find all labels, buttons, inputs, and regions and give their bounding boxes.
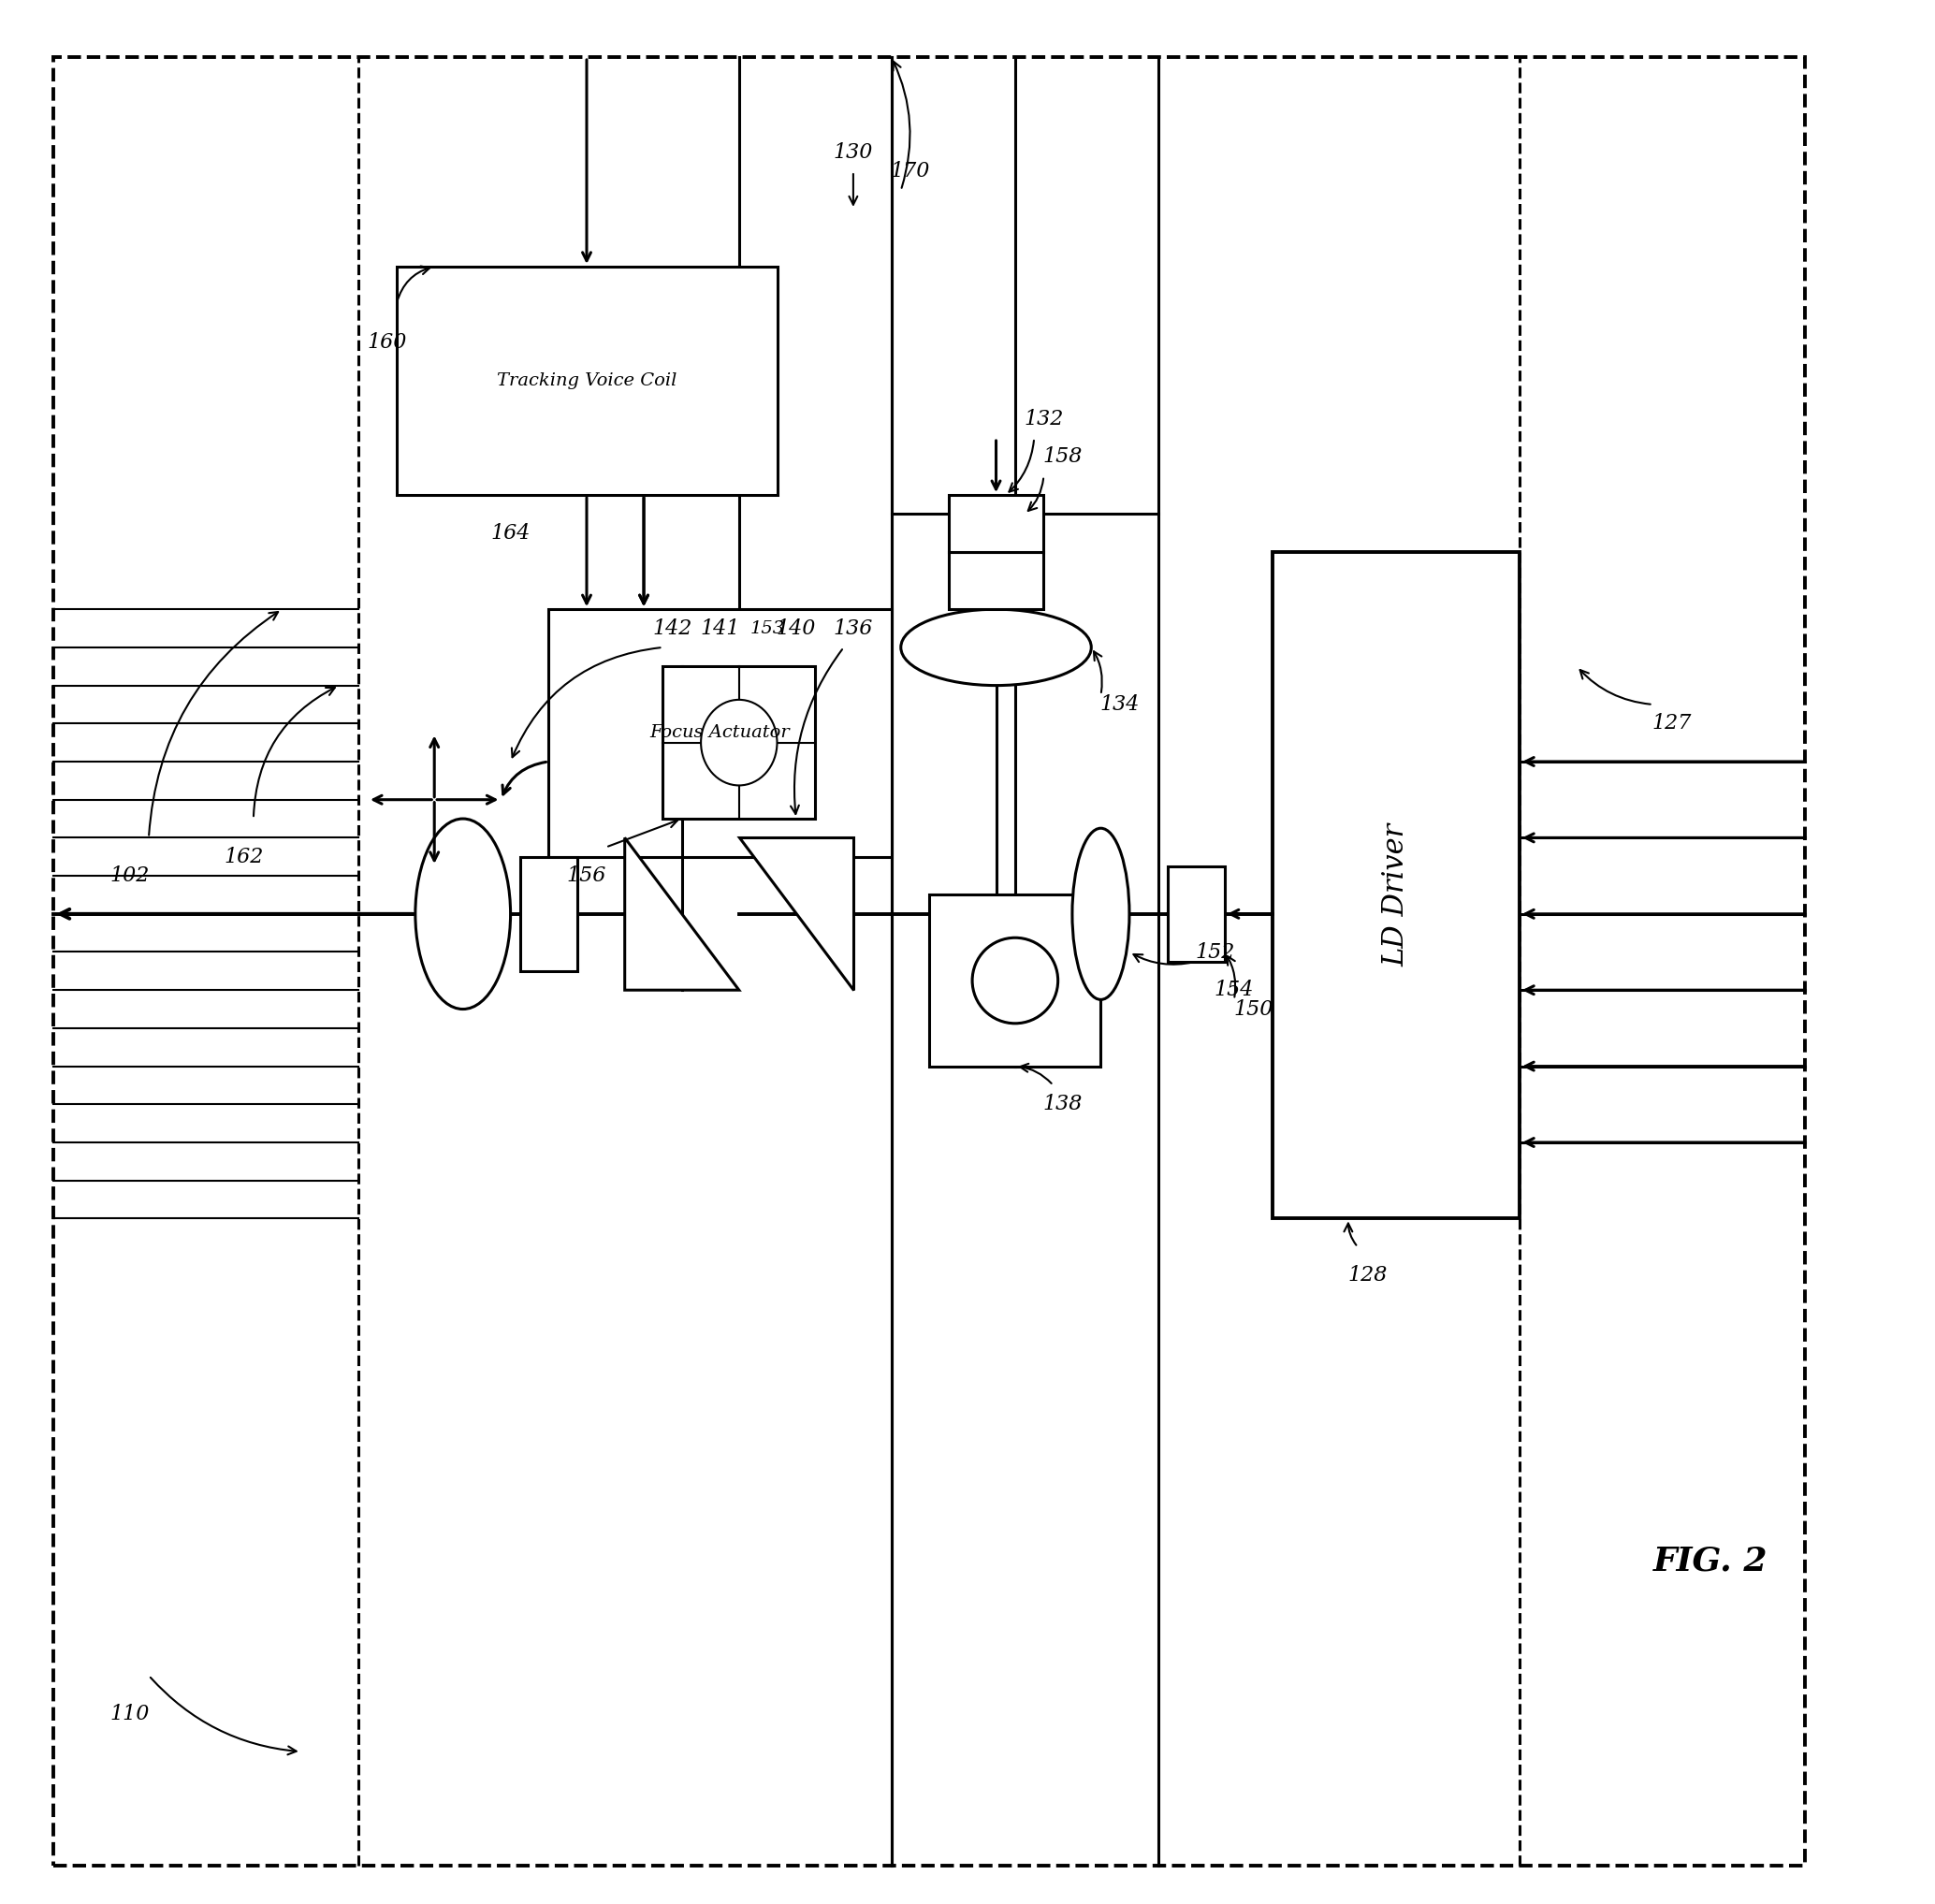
Text: 110: 110 [110, 1704, 149, 1723]
Ellipse shape [700, 699, 778, 784]
Bar [664, 666, 815, 819]
FancyArrowPatch shape [511, 647, 660, 758]
FancyArrowPatch shape [1581, 670, 1651, 704]
Text: 138: 138 [1043, 1095, 1082, 1114]
FancyArrowPatch shape [1345, 1224, 1356, 1245]
Bar [929, 895, 1101, 1066]
Bar [1167, 866, 1225, 962]
FancyArrowPatch shape [1020, 1064, 1051, 1083]
Text: 142: 142 [652, 619, 693, 638]
Text: Focus Actuator: Focus Actuator [650, 725, 789, 741]
FancyArrowPatch shape [791, 649, 842, 815]
Text: LD Driver: LD Driver [1382, 823, 1411, 967]
Text: 158: 158 [1043, 447, 1082, 466]
FancyArrowPatch shape [503, 762, 546, 794]
Bar [948, 495, 1043, 552]
Ellipse shape [416, 819, 511, 1009]
FancyArrowPatch shape [1027, 478, 1043, 510]
Bar [948, 552, 1043, 609]
FancyArrowPatch shape [1227, 956, 1235, 998]
Text: 127: 127 [1652, 714, 1691, 733]
FancyArrowPatch shape [1093, 651, 1103, 693]
Text: 156: 156 [567, 866, 606, 885]
Bar [521, 857, 577, 971]
Text: 132: 132 [1024, 409, 1064, 428]
Text: 170: 170 [890, 162, 931, 181]
FancyArrowPatch shape [151, 1677, 296, 1755]
Text: Tracking Voice Coil: Tracking Voice Coil [497, 373, 677, 388]
FancyArrowPatch shape [849, 173, 857, 204]
Text: 150: 150 [1233, 1000, 1273, 1019]
FancyArrowPatch shape [397, 267, 430, 303]
FancyArrowPatch shape [149, 611, 279, 836]
Text: 130: 130 [834, 143, 873, 162]
Text: 160: 160 [368, 333, 406, 352]
Bar [1271, 552, 1519, 1219]
Text: 102: 102 [110, 866, 149, 885]
FancyArrowPatch shape [894, 61, 909, 188]
Text: 152: 152 [1196, 942, 1235, 962]
Polygon shape [625, 838, 739, 990]
Ellipse shape [1072, 828, 1130, 1000]
Bar [397, 267, 778, 495]
Ellipse shape [902, 609, 1091, 685]
Text: 153: 153 [751, 621, 786, 636]
Text: 128: 128 [1347, 1266, 1387, 1285]
Text: 134: 134 [1099, 695, 1140, 714]
Ellipse shape [971, 937, 1058, 1024]
Text: 141: 141 [700, 619, 739, 638]
Text: 162: 162 [224, 847, 263, 866]
Bar [550, 609, 892, 857]
Text: 164: 164 [491, 524, 530, 543]
FancyArrowPatch shape [1134, 954, 1194, 965]
Text: 136: 136 [834, 619, 873, 638]
Text: FIG. 2: FIG. 2 [1652, 1546, 1767, 1577]
Text: 154: 154 [1215, 981, 1254, 1000]
FancyArrowPatch shape [253, 687, 335, 817]
Polygon shape [739, 838, 853, 990]
FancyArrowPatch shape [1008, 440, 1033, 491]
Text: 140: 140 [776, 619, 817, 638]
